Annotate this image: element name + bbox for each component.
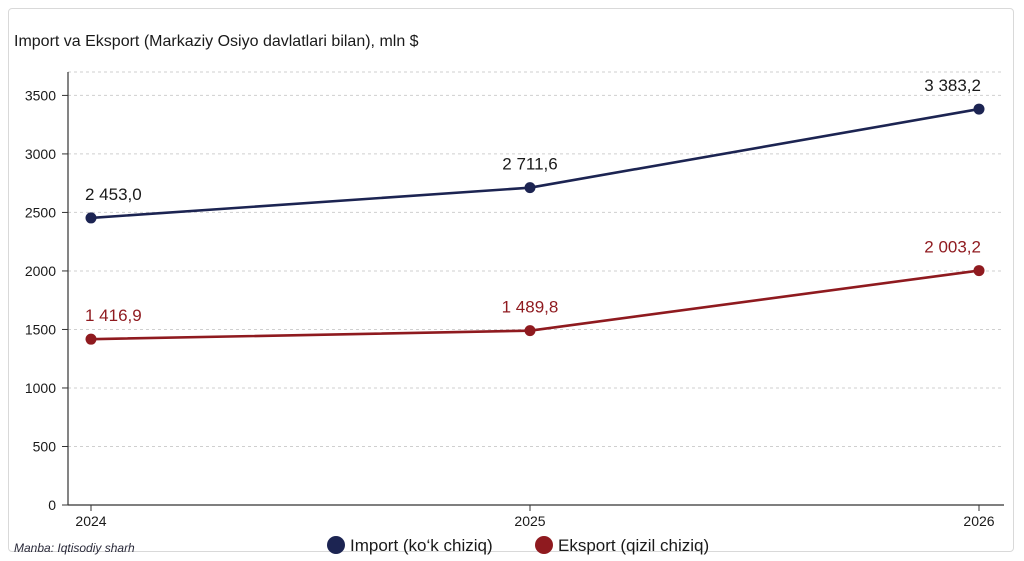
y-tick-label: 2000 <box>25 263 56 279</box>
data-label: 2 453,0 <box>85 185 142 204</box>
source-note: Manba: Iqtisodiy sharh <box>14 541 135 555</box>
data-label: 1 416,9 <box>85 306 142 325</box>
legend-label: Eksport (qizil chiziq) <box>558 536 709 555</box>
y-tick-label: 3000 <box>25 146 56 162</box>
legend-marker <box>535 536 553 554</box>
x-tick-label: 2024 <box>75 513 106 529</box>
data-point <box>524 325 536 337</box>
y-tick-label: 0 <box>48 497 56 513</box>
y-tick-label: 1000 <box>25 380 56 396</box>
legend-marker <box>327 536 345 554</box>
chart-frame <box>8 8 1014 552</box>
data-point <box>973 103 985 115</box>
data-point <box>85 212 97 224</box>
data-point <box>524 182 536 194</box>
data-point <box>85 333 97 345</box>
y-tick-label: 500 <box>33 438 57 454</box>
data-label: 1 489,8 <box>502 298 559 317</box>
y-tick-label: 3500 <box>25 87 56 103</box>
chart-title: Import va Eksport (Markaziy Osiyo davlat… <box>14 33 419 50</box>
x-tick-label: 2026 <box>963 513 994 529</box>
axes: 0 500 1000 1500 2000 2500 3000 3500 2024 2025 2026 <box>25 72 1004 529</box>
x-tick-label: 2025 <box>514 513 545 529</box>
data-label: 2 711,6 <box>502 155 557 174</box>
y-tick-label: 1500 <box>25 321 56 337</box>
data-point <box>973 265 985 277</box>
legend-label: Import (ko‘k chiziq) <box>350 536 493 555</box>
legend: Import (ko‘k chiziq) Eksport (qizil chizi… <box>327 536 709 555</box>
y-tick-label: 2500 <box>25 204 56 220</box>
gridlines <box>68 71 1004 447</box>
data-label: 3 383,2 <box>924 76 981 95</box>
data-label: 2 003,2 <box>924 238 981 257</box>
series: 2 453,0 2 711,6 3 383,2 1 416,9 1 489,8 2 003… <box>85 76 985 345</box>
